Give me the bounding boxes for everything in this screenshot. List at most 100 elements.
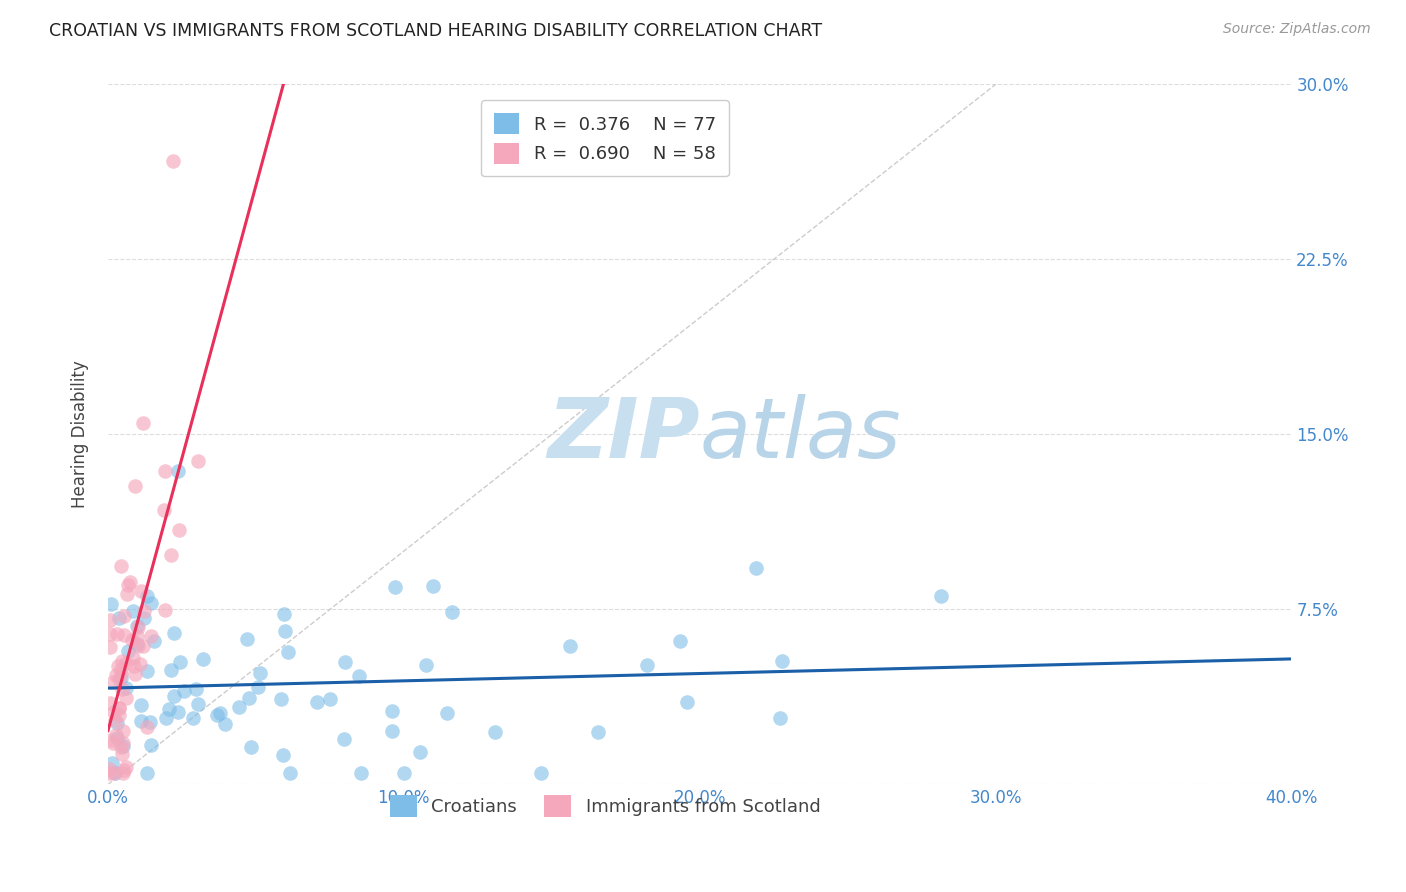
Text: Source: ZipAtlas.com: Source: ZipAtlas.com — [1223, 22, 1371, 37]
Point — [530, 765, 553, 780]
Point — [131, 639, 153, 653]
Point — [238, 691, 260, 706]
Point — [669, 634, 692, 648]
Point — [117, 578, 139, 592]
Text: atlas: atlas — [700, 394, 901, 475]
Point — [115, 691, 138, 706]
Point — [104, 667, 127, 681]
Point — [112, 736, 135, 750]
Point — [191, 652, 214, 666]
Point — [111, 654, 134, 668]
Point — [132, 416, 155, 430]
Point — [136, 665, 159, 679]
Point — [107, 708, 129, 723]
Point — [114, 681, 136, 695]
Point — [153, 503, 176, 517]
Point — [205, 708, 228, 723]
Point — [103, 765, 125, 780]
Point — [160, 549, 183, 563]
Point — [415, 658, 437, 673]
Point — [107, 658, 129, 673]
Point — [110, 671, 132, 685]
Point — [124, 667, 146, 681]
Point — [117, 643, 139, 657]
Point — [114, 763, 136, 777]
Point — [155, 711, 177, 725]
Point — [111, 765, 134, 780]
Point — [110, 667, 132, 681]
Point — [166, 705, 188, 719]
Point — [127, 639, 149, 653]
Point — [247, 681, 270, 695]
Point — [271, 748, 294, 763]
Point — [124, 479, 146, 493]
Point — [136, 765, 159, 780]
Point — [103, 675, 125, 690]
Point — [333, 732, 356, 747]
Point — [931, 589, 953, 603]
Text: ZIP: ZIP — [547, 394, 700, 475]
Point — [167, 524, 190, 538]
Point — [105, 716, 128, 731]
Point — [162, 154, 184, 169]
Point — [770, 654, 793, 668]
Point — [153, 464, 176, 478]
Point — [139, 714, 162, 729]
Point — [384, 580, 406, 594]
Point — [135, 720, 157, 734]
Point — [97, 765, 120, 780]
Point — [422, 578, 444, 592]
Point — [98, 613, 121, 627]
Point — [132, 604, 155, 618]
Point — [274, 624, 297, 638]
Point — [118, 574, 141, 589]
Point — [127, 620, 149, 634]
Point — [270, 692, 292, 706]
Point — [100, 597, 122, 611]
Point — [187, 453, 209, 467]
Point — [114, 760, 136, 774]
Point — [111, 747, 134, 761]
Point — [114, 656, 136, 670]
Point — [208, 706, 231, 721]
Point — [166, 464, 188, 478]
Legend: Croatians, Immigrants from Scotland: Croatians, Immigrants from Scotland — [382, 788, 828, 824]
Point — [103, 705, 125, 719]
Point — [110, 559, 132, 574]
Point — [111, 724, 134, 739]
Point — [381, 704, 404, 718]
Point — [110, 662, 132, 676]
Point — [181, 711, 204, 725]
Point — [111, 681, 134, 696]
Point — [169, 655, 191, 669]
Point — [184, 682, 207, 697]
Point — [273, 607, 295, 621]
Point — [163, 689, 186, 703]
Point — [240, 740, 263, 755]
Point — [277, 645, 299, 659]
Point — [436, 706, 458, 721]
Point — [392, 765, 415, 780]
Point — [110, 740, 132, 755]
Point — [228, 700, 250, 714]
Point — [636, 658, 658, 673]
Point — [98, 696, 121, 710]
Point — [105, 728, 128, 742]
Point — [108, 611, 131, 625]
Point — [558, 639, 581, 653]
Point — [484, 724, 506, 739]
Point — [769, 711, 792, 725]
Point — [135, 589, 157, 603]
Point — [440, 605, 463, 619]
Point — [236, 632, 259, 646]
Point — [127, 629, 149, 643]
Point — [104, 713, 127, 727]
Point — [98, 640, 121, 655]
Point — [121, 632, 143, 647]
Point — [129, 657, 152, 672]
Point — [108, 672, 131, 686]
Point — [104, 765, 127, 780]
Point — [318, 692, 340, 706]
Point — [101, 756, 124, 771]
Point — [108, 700, 131, 714]
